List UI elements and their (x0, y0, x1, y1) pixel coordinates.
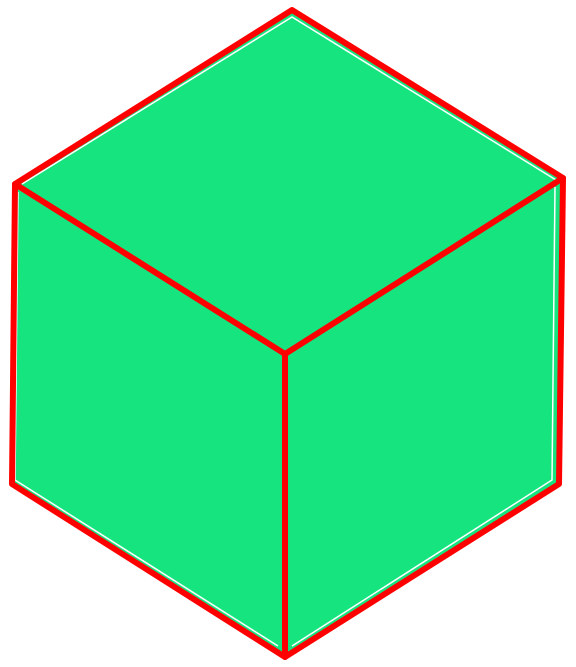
cube-left-face (12, 184, 285, 657)
cube-right-highlight (291, 186, 556, 647)
cube-right-face (285, 178, 563, 657)
cube-top-highlight (21, 16, 557, 185)
cube-inner-left-edge (12, 181, 288, 357)
cube-inner-right-edge (282, 175, 566, 357)
